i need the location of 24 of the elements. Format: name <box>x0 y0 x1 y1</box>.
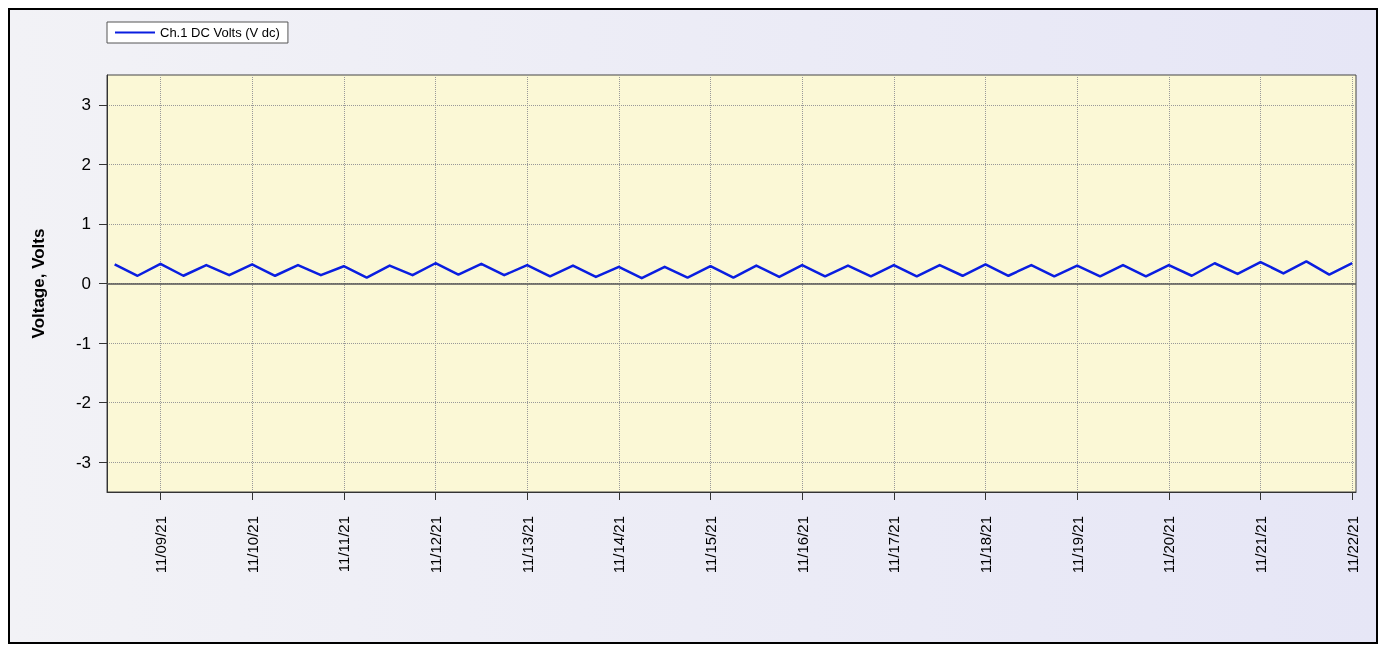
x-tick-label: 11/16/21 <box>793 516 811 574</box>
legend-label: Ch.1 DC Volts (V dc) <box>160 25 280 40</box>
x-tick-label: 11/15/21 <box>701 516 719 574</box>
y-tick-label: 1 <box>81 214 91 234</box>
x-tick-label: 11/19/21 <box>1068 516 1086 574</box>
y-tick-label: 2 <box>81 154 91 174</box>
y-tick-label: -1 <box>75 333 91 353</box>
x-tick-label: 11/10/21 <box>243 516 261 574</box>
x-tick-label: 11/18/21 <box>977 516 994 574</box>
x-tick-label: 11/09/21 <box>151 516 169 574</box>
line-series <box>113 260 1354 280</box>
x-tick-label: 11/12/21 <box>426 516 444 574</box>
x-tick-label: 11/21/21 <box>1252 516 1270 574</box>
x-tick-label: 11/14/21 <box>610 516 628 574</box>
x-tick-label: 11/22/21 <box>1343 516 1361 574</box>
y-tick-label: 3 <box>81 95 91 115</box>
x-tick-label: 11/11/21 <box>335 516 353 573</box>
x-tick-label: 11/17/21 <box>885 516 903 574</box>
x-tick-label: 11/20/21 <box>1160 516 1178 574</box>
y-tick-label: 0 <box>81 274 91 293</box>
y-axis-title: Voltage, Volts <box>29 228 48 339</box>
x-tick-label: 11/13/21 <box>518 516 536 574</box>
y-tick-label: -3 <box>75 452 91 472</box>
y-tick-label: -2 <box>75 393 91 413</box>
